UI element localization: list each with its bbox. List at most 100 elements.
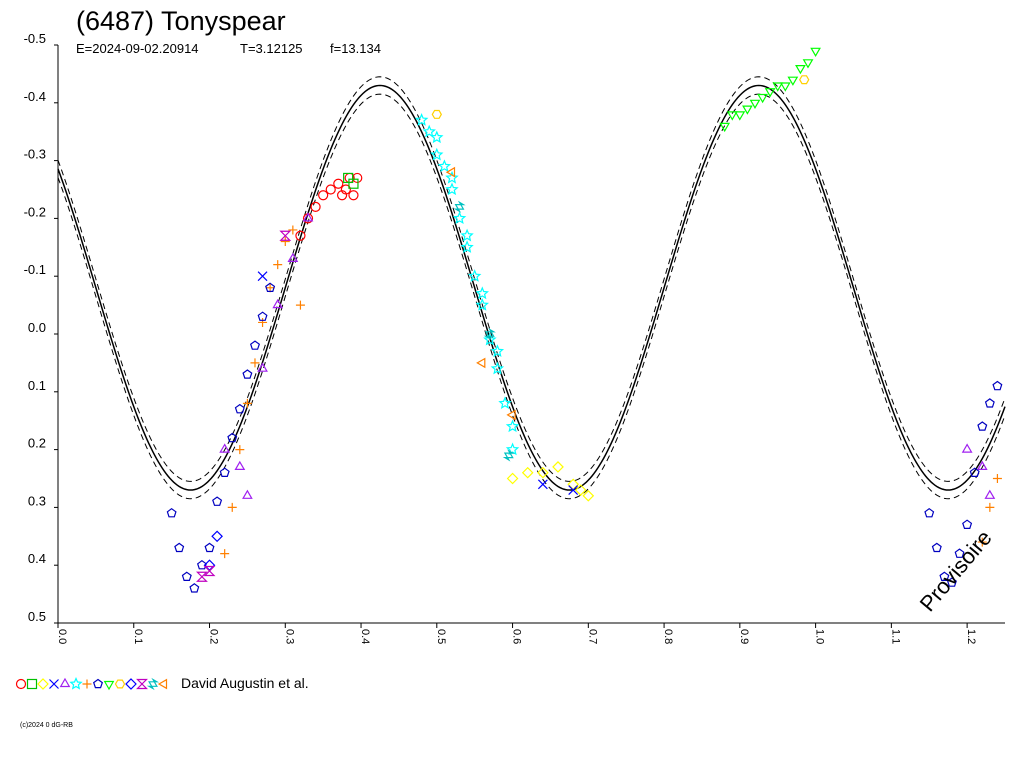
frequency-label: f=13.134 xyxy=(330,41,381,56)
epoch-label: E=2024-09-02.20914 xyxy=(76,41,199,56)
y-tick-label: 0.3 xyxy=(28,493,46,508)
data-point xyxy=(984,489,996,499)
data-point xyxy=(295,300,305,310)
hexagon-icon xyxy=(114,679,126,689)
data-point xyxy=(795,64,806,75)
square-icon xyxy=(26,678,38,690)
copyright-text: (c)2024 0 dG-RB xyxy=(20,722,73,729)
data-point xyxy=(242,489,253,499)
data-point xyxy=(265,282,276,292)
x-tick-label: 0.2 xyxy=(208,629,220,644)
data-point xyxy=(476,357,486,369)
data-point xyxy=(537,466,549,479)
data-point xyxy=(227,502,237,512)
axes: -0.5 -0.4 -0.3 -0.2 -0.1 0.0 0.1 0.2 0.3 0.4 0.5 0.… xyxy=(24,31,1005,644)
data-point xyxy=(227,432,238,443)
data-point xyxy=(764,88,776,98)
data-point xyxy=(742,105,753,115)
data-point xyxy=(719,122,731,133)
data-point xyxy=(348,178,359,189)
data-point xyxy=(961,443,973,453)
data-point xyxy=(772,82,784,92)
y-tick-label: -0.2 xyxy=(24,204,46,219)
data-point xyxy=(195,571,208,582)
data-point xyxy=(490,361,505,375)
data-point xyxy=(490,344,505,358)
data-point xyxy=(985,502,995,512)
data-point xyxy=(574,484,587,496)
data-point xyxy=(181,571,192,582)
data-point xyxy=(498,396,512,410)
data-point xyxy=(505,419,520,433)
data-point xyxy=(802,59,814,69)
data-point xyxy=(931,542,942,553)
data-point xyxy=(467,269,482,282)
model-curve-main xyxy=(57,84,1006,491)
data-point xyxy=(946,577,957,587)
y-tick-label: 0.0 xyxy=(28,320,46,335)
data-point xyxy=(211,530,223,543)
data-points xyxy=(166,47,1003,593)
data-point xyxy=(460,228,474,242)
data-point xyxy=(295,230,306,241)
data-point xyxy=(506,472,519,485)
data-point xyxy=(992,474,1002,483)
data-point xyxy=(258,317,268,327)
pentagon-icon xyxy=(92,678,104,689)
data-point xyxy=(445,170,459,184)
y-tick-label: -0.1 xyxy=(24,262,46,277)
x-tick-label: 0.5 xyxy=(435,629,447,644)
data-point xyxy=(757,93,768,104)
data-point xyxy=(977,421,988,431)
data-point xyxy=(924,507,935,518)
data-point xyxy=(318,190,329,201)
data-point xyxy=(992,380,1003,391)
diamond-icon xyxy=(125,678,137,690)
data-point xyxy=(502,449,515,462)
hourglass-icon xyxy=(136,678,148,690)
data-point xyxy=(279,230,292,241)
hexagram-icon xyxy=(146,677,160,691)
data-point xyxy=(969,467,980,477)
x-tick-label: 0.7 xyxy=(586,629,598,644)
triangle-down-icon xyxy=(103,680,115,691)
data-point xyxy=(343,172,354,184)
data-point xyxy=(302,212,314,222)
data-point xyxy=(475,286,489,300)
data-point xyxy=(348,190,359,201)
x-tick-label: 0.6 xyxy=(511,629,523,644)
data-point xyxy=(280,237,290,247)
x-tick-label: 0.0 xyxy=(56,629,68,644)
triangle-up-icon xyxy=(59,677,71,688)
data-point xyxy=(288,225,298,235)
data-point xyxy=(568,485,579,495)
x-tick-label: 1.1 xyxy=(889,629,901,644)
data-point xyxy=(810,47,821,58)
data-point xyxy=(779,82,791,92)
chart-title: (6487) Tonyspear xyxy=(76,6,286,36)
data-point xyxy=(333,178,344,189)
data-point xyxy=(521,466,534,479)
data-point xyxy=(234,460,246,470)
data-point xyxy=(483,327,496,341)
data-point xyxy=(325,184,336,195)
data-point xyxy=(984,398,995,408)
legend-markers xyxy=(15,676,168,691)
data-point xyxy=(249,340,261,350)
y-tick-label: 0.1 xyxy=(28,378,46,393)
data-point xyxy=(552,461,564,473)
data-point xyxy=(273,260,283,270)
x-tick-label: 0.4 xyxy=(359,629,371,644)
data-point xyxy=(749,99,761,110)
data-point xyxy=(242,369,253,379)
cross-icon xyxy=(49,679,59,689)
y-tick-label: -0.5 xyxy=(24,31,46,46)
data-point xyxy=(166,507,177,518)
star-icon xyxy=(69,676,83,690)
data-point xyxy=(340,184,351,195)
x-tick-label: 0.1 xyxy=(132,629,144,644)
legend-label: David Augustin et al. xyxy=(181,675,309,691)
x-tick-label: 0.9 xyxy=(738,629,750,644)
x-tick-label: 1.2 xyxy=(965,629,977,644)
